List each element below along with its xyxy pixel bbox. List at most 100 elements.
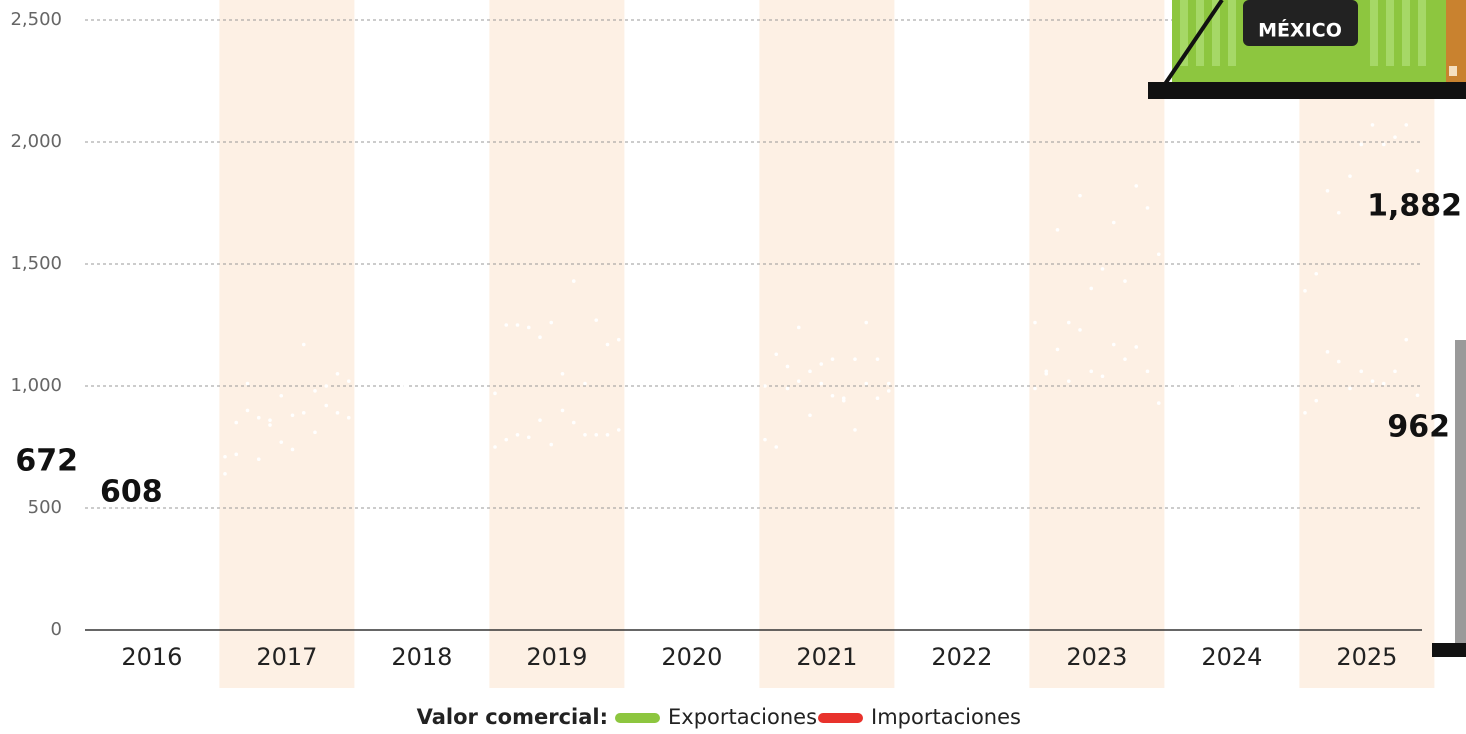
point xyxy=(1416,393,1420,397)
point xyxy=(88,464,92,468)
point xyxy=(538,335,542,339)
point xyxy=(1078,328,1082,332)
point xyxy=(347,416,351,420)
point xyxy=(1202,338,1206,342)
point xyxy=(167,416,171,420)
point xyxy=(1348,387,1352,391)
point xyxy=(662,526,666,530)
point xyxy=(583,382,587,386)
x-tick-label: 2025 xyxy=(1336,643,1397,671)
point xyxy=(426,343,430,347)
point xyxy=(718,355,722,359)
point xyxy=(639,370,643,374)
point xyxy=(1089,370,1093,374)
point xyxy=(673,416,677,420)
point xyxy=(111,377,115,381)
point xyxy=(1146,206,1150,210)
y-tick-label: 1,500 xyxy=(10,253,62,274)
x-tick-label: 2017 xyxy=(256,643,317,671)
legend-label: Importaciones xyxy=(871,705,1021,729)
point xyxy=(448,331,452,335)
point xyxy=(257,457,261,461)
point xyxy=(729,418,733,422)
x-tick-label: 2018 xyxy=(391,643,452,671)
point xyxy=(381,404,385,408)
point xyxy=(381,291,385,295)
point xyxy=(1213,345,1217,349)
point xyxy=(842,396,846,400)
point xyxy=(459,333,463,337)
point xyxy=(336,372,340,376)
point xyxy=(1382,382,1386,386)
point xyxy=(932,301,936,305)
point xyxy=(88,480,92,484)
point xyxy=(358,438,362,442)
y-tick-label: 2,500 xyxy=(10,9,62,30)
point xyxy=(369,355,373,359)
point xyxy=(1303,289,1307,293)
point xyxy=(1359,143,1363,147)
point xyxy=(291,413,295,417)
x-tick-label: 2022 xyxy=(931,643,992,671)
point xyxy=(1371,123,1375,127)
point xyxy=(1101,267,1105,271)
point xyxy=(538,418,542,422)
year-band xyxy=(1299,0,1434,688)
point xyxy=(1281,206,1285,210)
point xyxy=(437,335,441,339)
point xyxy=(392,428,396,432)
point xyxy=(966,265,970,269)
point xyxy=(943,287,947,291)
point xyxy=(1089,287,1093,291)
point xyxy=(718,448,722,452)
point xyxy=(887,389,891,393)
x-tick-label: 2023 xyxy=(1066,643,1127,671)
point xyxy=(1033,321,1037,325)
data-label: 962 xyxy=(1387,410,1450,445)
point xyxy=(853,428,857,432)
point xyxy=(977,357,981,361)
point xyxy=(684,467,688,471)
point xyxy=(1056,228,1060,232)
point xyxy=(696,360,700,364)
point xyxy=(1326,350,1330,354)
point xyxy=(504,323,508,327)
point xyxy=(673,548,677,552)
point xyxy=(763,438,767,442)
point xyxy=(1067,321,1071,325)
point xyxy=(291,448,295,452)
point xyxy=(741,443,745,447)
point xyxy=(504,438,508,442)
point xyxy=(1157,252,1161,256)
point xyxy=(1404,123,1408,127)
point xyxy=(246,382,250,386)
point xyxy=(696,467,700,471)
point xyxy=(1078,194,1082,198)
x-tick-label: 2019 xyxy=(526,643,587,671)
point xyxy=(1056,348,1060,352)
year-band xyxy=(1029,0,1164,688)
point xyxy=(201,392,205,396)
point xyxy=(1213,179,1217,183)
point xyxy=(403,384,407,388)
point xyxy=(707,470,711,474)
point xyxy=(1269,326,1273,330)
point xyxy=(594,318,598,322)
point xyxy=(516,433,520,437)
point xyxy=(246,409,250,413)
point xyxy=(414,377,418,381)
point xyxy=(583,433,587,437)
point xyxy=(1359,370,1363,374)
point xyxy=(684,406,688,410)
point xyxy=(909,372,913,376)
point xyxy=(853,357,857,361)
point xyxy=(156,433,160,437)
point xyxy=(178,401,182,405)
point xyxy=(403,350,407,354)
point xyxy=(1224,218,1228,222)
point xyxy=(1179,331,1183,335)
x-tick-label: 2021 xyxy=(796,643,857,671)
point xyxy=(437,413,441,417)
point xyxy=(99,453,103,457)
